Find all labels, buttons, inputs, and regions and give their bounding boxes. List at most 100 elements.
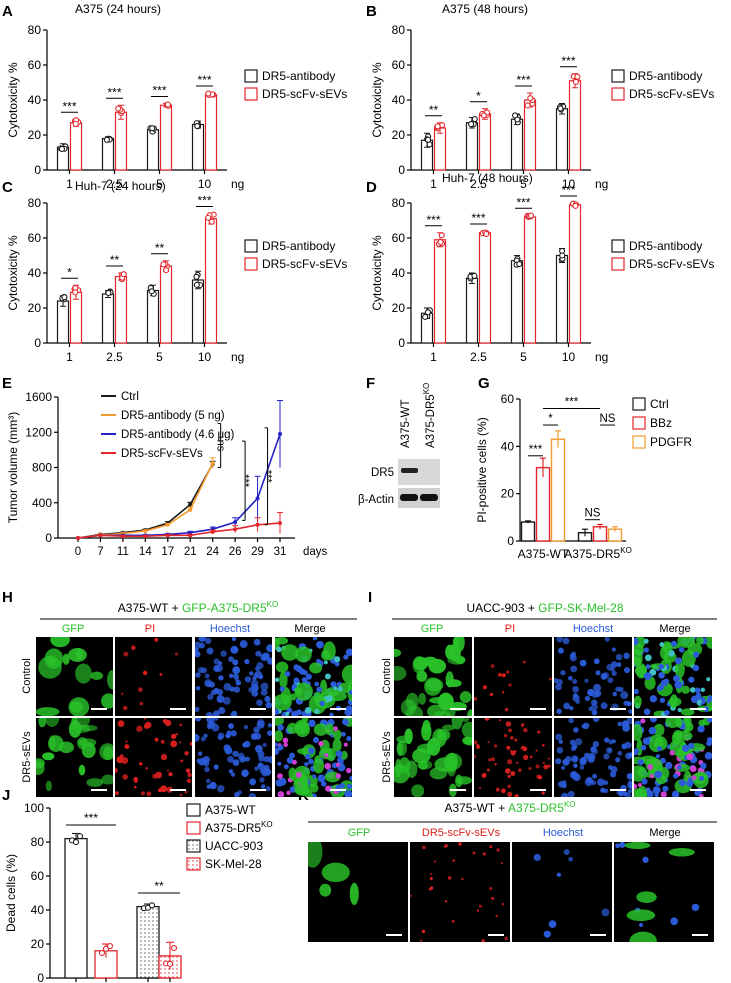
gfp-cell xyxy=(71,718,78,730)
legend-g: Ctrl BBz PDGFR xyxy=(632,397,692,449)
merge-nucleus xyxy=(334,661,340,667)
image-content xyxy=(615,842,700,942)
merge-overlap xyxy=(335,762,341,767)
pi-nucleus xyxy=(131,645,136,651)
hoechst-nucleus xyxy=(244,676,252,683)
image-content xyxy=(308,842,359,905)
gfp-cell xyxy=(308,842,323,868)
hoechst-nucleus xyxy=(260,688,268,696)
merge-gfp xyxy=(275,661,289,673)
pi-nucleus xyxy=(504,936,508,941)
legend-swatch-antibody xyxy=(611,69,625,83)
hoechst-nucleus xyxy=(604,737,610,743)
bar-dr5-antibody xyxy=(56,300,70,344)
hoechst-nucleus xyxy=(592,718,600,723)
gfp-cell xyxy=(78,738,97,747)
y-tick-label: 60 xyxy=(501,392,515,406)
significance-label: ** xyxy=(154,879,164,893)
bar-0 xyxy=(64,837,88,979)
hoechst-nucleus xyxy=(556,872,562,877)
i-image-r1-c2 xyxy=(554,718,632,797)
data-point xyxy=(468,121,475,128)
merge-overlap xyxy=(634,783,638,790)
hoechst-nucleus xyxy=(617,721,623,727)
pi-nucleus xyxy=(516,761,519,765)
data-point xyxy=(574,73,581,80)
y-tick-label: 80 xyxy=(28,23,42,37)
merge-overlap xyxy=(697,699,702,704)
significance-label: *** xyxy=(516,195,530,209)
pi-nucleus xyxy=(494,763,497,766)
pi-nucleus xyxy=(458,842,462,846)
merge-nucleus xyxy=(643,647,649,653)
hoechst-nucleus xyxy=(584,678,589,683)
hoechst-nucleus xyxy=(623,700,629,706)
hoechst-nucleus xyxy=(224,746,233,755)
legend-swatch-skmel xyxy=(186,857,201,871)
i-image-r0-c3 xyxy=(634,637,712,716)
hoechst-nucleus xyxy=(195,672,201,678)
pi-nucleus xyxy=(422,845,426,850)
merge-gfp xyxy=(624,842,651,849)
hoechst-nucleus xyxy=(260,784,266,789)
hoechst-nucleus xyxy=(250,684,259,692)
panel-h-title: A375-WT + GFP-A375-DR5KO xyxy=(118,600,278,615)
hoechst-nucleus xyxy=(563,702,571,710)
y-tick-label: 60 xyxy=(392,231,406,245)
y-axis-label: Tumor volume (mm³) xyxy=(6,412,20,524)
data-point xyxy=(188,502,193,507)
data-point xyxy=(438,232,445,239)
hoechst-nucleus xyxy=(198,637,206,642)
pi-nucleus xyxy=(506,670,510,674)
significance-label: ** xyxy=(155,241,165,255)
x-unit-label: ng xyxy=(231,350,244,364)
hoechst-nucleus xyxy=(265,786,271,792)
bar-ctrl xyxy=(520,521,536,542)
legend-label-antibody: DR5-antibody xyxy=(629,69,702,83)
legend-label-ab46: DR5-antibody (4.6 μg) xyxy=(121,429,235,441)
pi-nucleus xyxy=(535,749,538,752)
merge-gfp xyxy=(320,679,328,696)
data-point xyxy=(58,145,66,153)
hoechst-nucleus xyxy=(618,686,624,692)
pi-nucleus xyxy=(186,778,192,784)
hoechst-nucleus xyxy=(239,640,248,648)
hoechst-nucleus xyxy=(626,773,632,780)
pi-nucleus xyxy=(121,692,124,696)
merge-nucleus xyxy=(692,664,700,672)
legend-swatch-pdgfr xyxy=(632,435,646,449)
gfp-cell xyxy=(421,722,432,741)
hoechst-nucleus xyxy=(237,790,242,795)
hoechst-nucleus xyxy=(605,747,613,754)
pi-nucleus xyxy=(122,774,128,780)
image-background xyxy=(115,718,192,797)
image-content xyxy=(394,637,472,716)
y-tick-label: 0 xyxy=(398,163,405,177)
significance-label: * xyxy=(476,89,481,103)
significance-label: ns xyxy=(215,440,227,452)
gfp-cell xyxy=(321,862,350,883)
bar-dr5-antibody xyxy=(101,293,115,344)
hoechst-nucleus xyxy=(571,651,576,656)
chart-e-plot: 0 400 800 1200 1600 Tumor volume (mm³) 0 7 11 14 1… xyxy=(6,390,328,558)
image-content xyxy=(474,718,551,797)
pi-nucleus xyxy=(123,651,129,657)
pi-nucleus xyxy=(491,896,495,900)
hoechst-nucleus xyxy=(207,693,214,701)
gfp-cell xyxy=(429,697,449,704)
pi-nucleus xyxy=(535,764,540,769)
hoechst-nucleus xyxy=(254,666,260,672)
merge-gfp xyxy=(659,646,669,660)
h-image-r1-c3 xyxy=(275,718,352,797)
x-tick-label: 1 xyxy=(66,177,73,191)
merge-nucleus xyxy=(275,708,280,715)
data-point xyxy=(210,529,215,534)
merge-nucleus xyxy=(674,657,682,665)
merge-gfp xyxy=(275,730,284,742)
hoechst-nucleus xyxy=(218,707,226,715)
pi-nucleus xyxy=(444,844,448,848)
gfp-cell xyxy=(396,741,404,757)
image-content xyxy=(36,718,113,792)
merge-overlap xyxy=(659,642,665,647)
